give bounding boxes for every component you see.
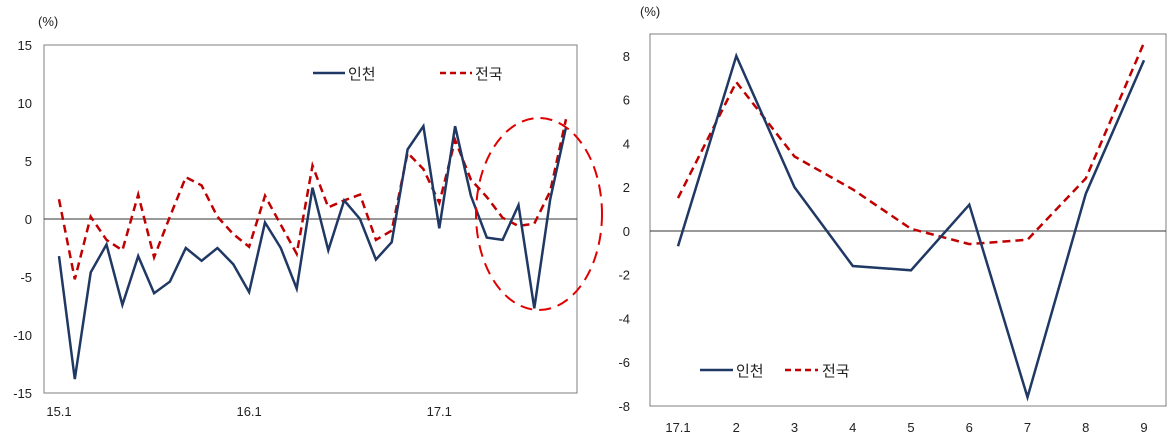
- right-x-tick-label: 3: [791, 420, 798, 435]
- right-x-tick-label: 9: [1140, 420, 1147, 435]
- left-x-axis-ticks: 15.1 16.1 17.1: [46, 404, 452, 419]
- left-series-national-line: [57, 118, 568, 280]
- left-y-tick-label: -10: [13, 328, 32, 343]
- left-legend-incheon-label: 인천: [348, 66, 376, 83]
- right-x-tick-label: 2: [733, 420, 740, 435]
- left-legend-national-label: 전국: [475, 66, 503, 83]
- left-y-tick-label: -15: [13, 386, 32, 401]
- right-legend-incheon-label: 인천: [736, 363, 764, 380]
- right-y-tick-label: -6: [618, 355, 630, 370]
- highlight-ellipse: [475, 117, 603, 311]
- right-legend: 인천 전국: [700, 363, 850, 380]
- right-y-tick-label: -4: [618, 311, 630, 326]
- left-x-tick-label: 15.1: [46, 404, 71, 419]
- right-x-tick-label: 6: [966, 420, 973, 435]
- left-x-tick-label: 16.1: [236, 404, 261, 419]
- left-x-tick-label: 17.1: [427, 404, 452, 419]
- right-y-tick-label: 8: [623, 49, 630, 64]
- right-series-national-line: [676, 42, 1146, 246]
- right-y-tick-label: -8: [618, 399, 630, 414]
- right-y-tick-label: -2: [618, 268, 630, 283]
- left-series-incheon-line: [57, 122, 568, 380]
- left-y-tick-label: 10: [18, 96, 32, 111]
- right-y-tick-label: 2: [623, 180, 630, 195]
- right-legend-national-label: 전국: [822, 363, 850, 380]
- right-x-tick-label: 7: [1024, 420, 1031, 435]
- right-y-unit-label: (%): [640, 4, 660, 19]
- right-y-tick-label: 4: [623, 136, 630, 151]
- left-y-unit-label: (%): [38, 14, 58, 29]
- left-y-tick-label: -5: [20, 270, 32, 285]
- right-x-tick-label: 4: [849, 420, 856, 435]
- left-y-axis-ticks: 15 10 5 0 -5 -10 -15: [13, 38, 32, 401]
- right-y-tick-label: 6: [623, 93, 630, 108]
- right-series-incheon-line: [676, 52, 1146, 402]
- left-legend: 인천 전국: [313, 66, 503, 83]
- left-y-tick-label: 0: [25, 212, 32, 227]
- right-x-tick-label: 8: [1082, 420, 1089, 435]
- left-chart: (%) 15 10 5 0 -5 -10 -15 15.1 16.1 17.1 인천 전국: [13, 14, 603, 419]
- right-x-tick-label: 5: [907, 420, 914, 435]
- left-y-tick-label: 5: [25, 154, 32, 169]
- right-chart: (%) 8 6 4 2 0 -2 -4 -6 -8 17.1 2 3 4 5 6 7 8 9 인천 전국: [618, 4, 1167, 435]
- right-plot-area: [649, 33, 1167, 407]
- right-x-tick-label: 17.1: [665, 420, 690, 435]
- right-y-tick-label: 0: [623, 224, 630, 239]
- right-x-axis-ticks: 17.1 2 3 4 5 6 7 8 9: [665, 420, 1147, 435]
- left-y-tick-label: 15: [18, 38, 32, 53]
- right-y-axis-ticks: 8 6 4 2 0 -2 -4 -6 -8: [618, 49, 630, 414]
